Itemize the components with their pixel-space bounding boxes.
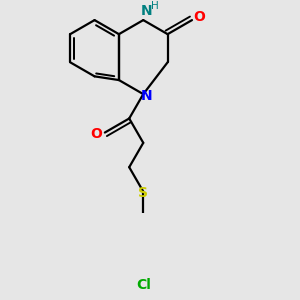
Text: O: O <box>194 10 205 24</box>
Text: Cl: Cl <box>136 278 151 292</box>
Text: S: S <box>138 186 148 200</box>
Text: N: N <box>140 88 152 103</box>
Text: H: H <box>151 1 159 11</box>
Text: N: N <box>140 4 152 18</box>
Text: O: O <box>90 127 102 141</box>
